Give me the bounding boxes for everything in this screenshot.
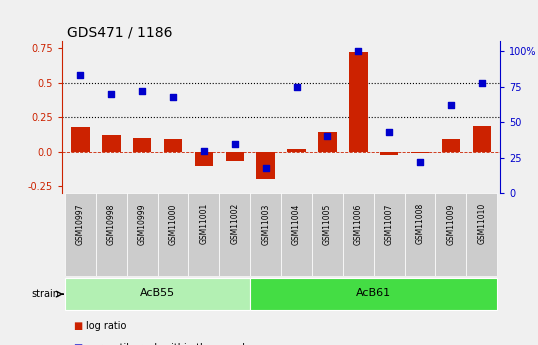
- Text: GSM11006: GSM11006: [354, 203, 363, 245]
- Text: ■: ■: [73, 321, 82, 331]
- Bar: [442, 139, 460, 152]
- Point: [385, 129, 393, 135]
- Text: GSM10998: GSM10998: [107, 203, 116, 245]
- Bar: [349, 52, 367, 152]
- Point: [478, 80, 486, 85]
- Bar: [380, 152, 399, 155]
- Text: GSM10997: GSM10997: [76, 203, 85, 245]
- Text: GSM11001: GSM11001: [200, 203, 208, 244]
- Bar: [257, 152, 275, 179]
- Bar: [96, 193, 127, 276]
- Text: GSM11005: GSM11005: [323, 203, 332, 245]
- Bar: [127, 193, 158, 276]
- Bar: [374, 193, 405, 276]
- Bar: [287, 149, 306, 152]
- Bar: [158, 193, 188, 276]
- Bar: [71, 127, 90, 152]
- Point: [107, 91, 116, 97]
- Text: GSM11009: GSM11009: [447, 203, 456, 245]
- Bar: [281, 193, 312, 276]
- Bar: [250, 278, 497, 310]
- Bar: [250, 193, 281, 276]
- Point: [76, 73, 84, 78]
- Point: [230, 141, 239, 146]
- Bar: [411, 152, 429, 153]
- Bar: [65, 193, 96, 276]
- Bar: [466, 193, 497, 276]
- Bar: [318, 132, 337, 152]
- Text: log ratio: log ratio: [86, 321, 126, 331]
- Text: GSM11003: GSM11003: [261, 203, 270, 245]
- Point: [138, 88, 146, 94]
- Text: GSM11010: GSM11010: [477, 203, 486, 244]
- Text: strain: strain: [31, 289, 59, 299]
- Point: [169, 94, 178, 99]
- Bar: [343, 193, 374, 276]
- Point: [261, 165, 270, 170]
- Point: [323, 134, 332, 139]
- Point: [447, 102, 455, 108]
- Bar: [435, 193, 466, 276]
- Bar: [225, 152, 244, 161]
- Bar: [405, 193, 435, 276]
- Text: GSM10999: GSM10999: [138, 203, 147, 245]
- Text: GDS471 / 1186: GDS471 / 1186: [67, 26, 173, 40]
- Bar: [312, 193, 343, 276]
- Bar: [220, 193, 250, 276]
- Point: [200, 148, 208, 154]
- Bar: [102, 135, 121, 152]
- Bar: [164, 139, 182, 152]
- Text: GSM11004: GSM11004: [292, 203, 301, 245]
- Point: [292, 84, 301, 90]
- Text: AcB55: AcB55: [140, 288, 175, 298]
- Text: ■: ■: [73, 343, 82, 345]
- Bar: [195, 152, 213, 166]
- Point: [416, 159, 424, 165]
- Text: GSM11007: GSM11007: [385, 203, 394, 245]
- Bar: [133, 138, 151, 152]
- Bar: [472, 126, 491, 152]
- Text: GSM11008: GSM11008: [415, 203, 424, 244]
- Text: percentile rank within the sample: percentile rank within the sample: [86, 343, 251, 345]
- Text: AcB61: AcB61: [356, 288, 391, 298]
- Point: [354, 49, 363, 54]
- Bar: [65, 278, 250, 310]
- Text: GSM11000: GSM11000: [168, 203, 178, 245]
- Text: GSM11002: GSM11002: [230, 203, 239, 244]
- Bar: [188, 193, 220, 276]
